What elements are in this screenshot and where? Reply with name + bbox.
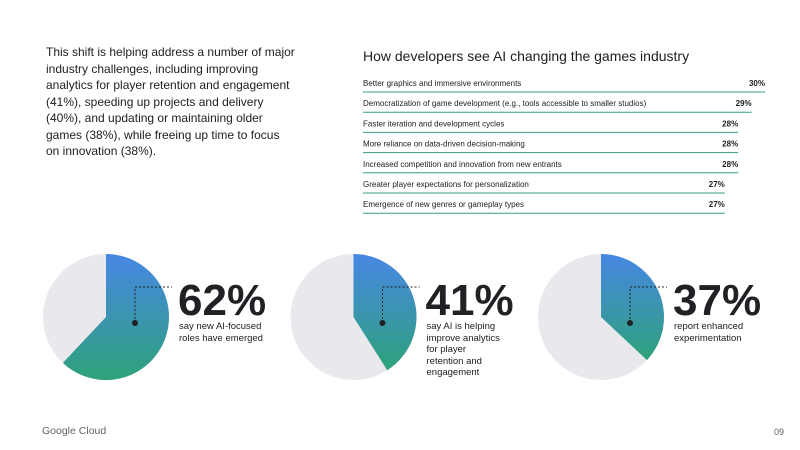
value-label: 28% — [722, 160, 738, 169]
callout-line — [134, 286, 172, 323]
bar-label: Faster iteration and development cycles — [363, 119, 504, 128]
page-number: 09 — [774, 427, 785, 437]
pie-caption: report enhanced experimentation — [674, 321, 744, 344]
callout-dot — [132, 320, 138, 326]
value-label: 28% — [722, 140, 738, 149]
pie-slice — [601, 254, 664, 361]
pie-caption: say AI is helping improve analytics for … — [426, 321, 500, 378]
pie-value: 41% — [426, 276, 514, 325]
value-label: 29% — [736, 99, 752, 108]
bar-label: More reliance on data-driven decision-ma… — [363, 140, 525, 149]
callout-line — [382, 286, 420, 323]
pie-caption: say new AI-focused roles have emerged — [179, 321, 263, 344]
bar-label: Democratization of game development (e.g… — [363, 99, 647, 108]
pie-value: 37% — [673, 276, 761, 325]
pie-value: 62% — [178, 276, 266, 325]
intro-text: This shift is helping address a number o… — [46, 45, 295, 158]
bar-label: Better graphics and immersive environmen… — [363, 79, 521, 88]
pie-slice — [62, 254, 169, 380]
callout-dot — [627, 320, 633, 326]
value-label: 27% — [709, 200, 725, 209]
value-label: 28% — [722, 119, 738, 128]
bar-label: Increased competition and innovation fro… — [363, 160, 562, 169]
callout-line — [629, 286, 667, 323]
callout-dot — [379, 320, 386, 326]
value-label: 30% — [749, 79, 765, 88]
chart-title: How developers see AI changing the games… — [363, 48, 690, 64]
footer-brand: Google Cloud — [42, 425, 107, 437]
value-label: 27% — [709, 180, 725, 189]
bar-label: Emergence of new genres or gameplay type… — [363, 200, 524, 209]
pie-slice — [353, 254, 417, 371]
bar-label: Greater player expectations for personal… — [363, 180, 529, 189]
